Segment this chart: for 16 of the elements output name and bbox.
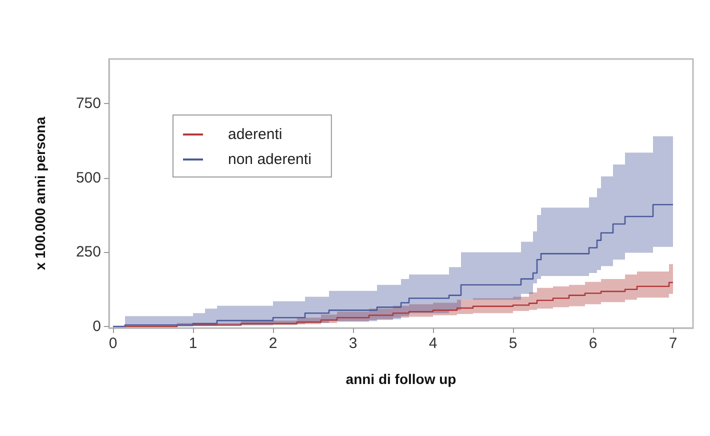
x-tick-label: 1	[188, 335, 198, 352]
y-tick-label: 750	[76, 95, 101, 112]
y-tick-label: 0	[92, 318, 101, 336]
x-tick-label: 5	[508, 335, 518, 352]
legend-label: non aderenti	[228, 151, 312, 168]
x-axis-title: anni di follow up	[346, 371, 456, 387]
x-tick-label: 0	[108, 335, 118, 352]
x-tick-label: 2	[268, 335, 278, 352]
x-tick-label: 3	[348, 335, 358, 352]
x-tick-label: 7	[668, 335, 678, 352]
x-tick-label: 4	[428, 335, 438, 352]
legend-label: aderenti	[228, 126, 282, 143]
y-axis-title: x 100.000 anni persona	[32, 116, 48, 270]
y-tick-label: 500	[76, 169, 101, 186]
x-tick-label: 6	[588, 335, 598, 352]
y-tick-label: 250	[76, 244, 101, 261]
